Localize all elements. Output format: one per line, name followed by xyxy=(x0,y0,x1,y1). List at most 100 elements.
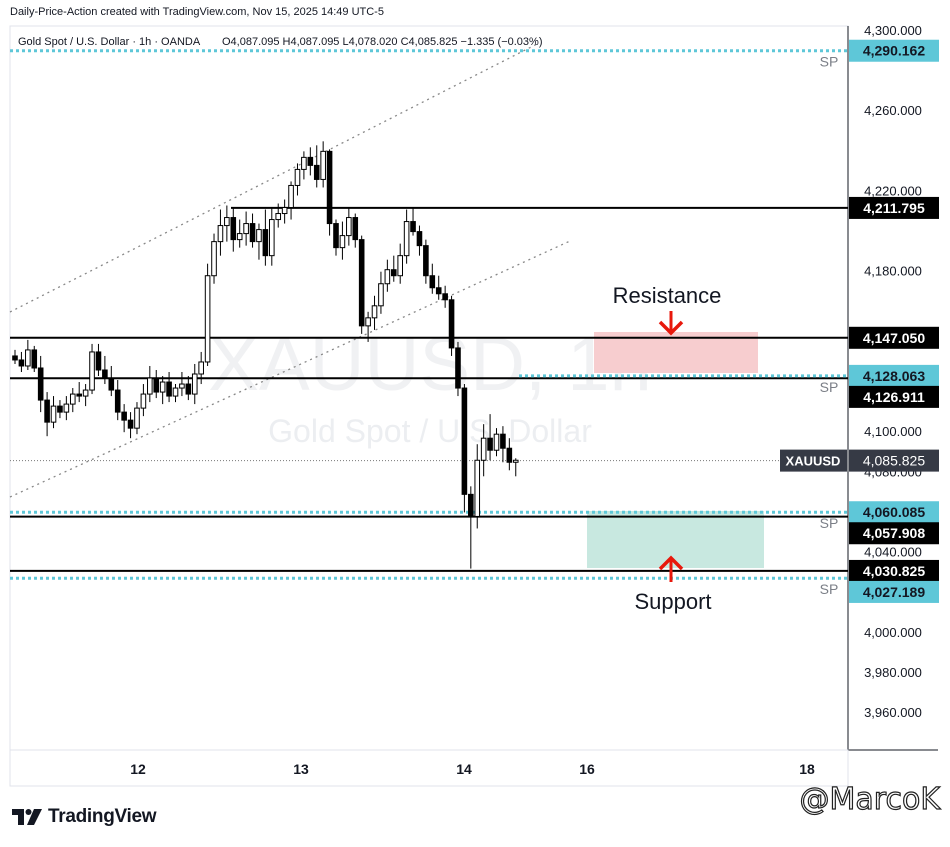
level-price-label: 4,030.825 xyxy=(863,563,925,579)
candle-body xyxy=(204,275,211,363)
candle-body xyxy=(153,377,160,393)
author-watermark: @MarcoK xyxy=(799,781,941,817)
symbol-tag: XAUUSD xyxy=(786,454,841,469)
candle-body xyxy=(448,299,455,349)
candle-body xyxy=(140,393,147,409)
price-labels-layer: 4,290.162 4,211.795 4,147.050 4,128.063 4,12… xyxy=(780,39,939,603)
sp-price-label: 4,027.189 xyxy=(863,584,925,600)
candle-body xyxy=(262,229,269,257)
candle-body xyxy=(442,293,448,301)
candle-body xyxy=(307,156,314,166)
sp-tag: SP xyxy=(820,515,839,531)
candle-body xyxy=(121,411,127,421)
candle-body xyxy=(269,219,275,257)
candle-body xyxy=(506,447,513,463)
resistance-label: Resistance xyxy=(613,283,722,308)
x-tick-label: 12 xyxy=(130,761,146,777)
candle-body xyxy=(294,168,301,186)
sp-tag: SP xyxy=(820,379,839,395)
support-zone xyxy=(587,511,764,568)
candle-body xyxy=(69,393,76,405)
candle-body xyxy=(25,349,31,367)
candle-body xyxy=(480,437,487,461)
candle-body xyxy=(320,150,326,180)
sp-price-label: 4,060.085 xyxy=(863,504,925,520)
watermark-name: Gold Spot / U.S. Dollar xyxy=(268,413,592,449)
candle-body xyxy=(256,229,262,243)
candle-body xyxy=(288,184,294,209)
candle-body xyxy=(230,217,237,241)
time-axis[interactable]: 12 13 14 16 18 xyxy=(130,761,815,777)
candle-body xyxy=(50,405,57,423)
watermark-ticker: XAUUSD, 1h xyxy=(208,322,652,407)
time-axis-frame xyxy=(9,749,849,787)
level-price-label-box xyxy=(849,559,939,582)
candle-body xyxy=(371,305,378,319)
candle-body xyxy=(487,437,493,451)
candle-body xyxy=(339,235,346,249)
level-price-label-box xyxy=(849,522,939,545)
symbol-legend: Gold Spot / U.S. Dollar · 1h · OANDA O4,… xyxy=(18,36,542,48)
candle-body xyxy=(76,393,83,397)
sp-tag: SP xyxy=(820,581,839,597)
candle-body xyxy=(134,407,140,429)
candle-body xyxy=(95,351,102,371)
candle-body xyxy=(57,405,63,413)
sp-tag: SP xyxy=(820,54,839,70)
candle-body xyxy=(108,377,115,391)
candle-body xyxy=(114,389,121,413)
candle-body xyxy=(275,213,282,221)
candle-body xyxy=(18,359,25,367)
candle-body xyxy=(166,381,172,397)
support-arrow-icon xyxy=(658,555,684,582)
symbol-tag-box xyxy=(780,449,847,472)
y-tick-label: 4,220.000 xyxy=(864,183,922,198)
candle-body xyxy=(12,355,18,361)
candle-body xyxy=(44,399,50,423)
candle-body xyxy=(365,317,371,327)
channel-lower-line xyxy=(9,240,571,498)
y-tick-label: 3,980.000 xyxy=(864,665,922,680)
y-tick-label: 3,960.000 xyxy=(864,705,922,720)
support-label: Support xyxy=(634,589,711,614)
candle-body xyxy=(512,459,519,463)
candle-body xyxy=(468,493,474,517)
candles-layer xyxy=(12,141,519,569)
candle-body xyxy=(474,459,481,517)
channel-upper-line xyxy=(9,43,538,313)
y-tick-label: 4,260.000 xyxy=(864,103,922,118)
candle-body xyxy=(31,349,38,369)
tradingview-logo-icon xyxy=(12,809,42,825)
candle-body xyxy=(390,269,397,277)
sp-price-label: 4,128.063 xyxy=(863,368,925,384)
price-axis[interactable]: 3,960.000 3,980.000 4,000.000 4,040.000 4,08… xyxy=(864,23,922,720)
level-price-label-box xyxy=(849,196,939,219)
y-tick-label: 4,100.000 xyxy=(864,424,922,439)
candle-body xyxy=(198,361,204,375)
candle-body xyxy=(217,225,224,243)
candle-body xyxy=(346,217,352,237)
candle-body xyxy=(358,239,365,327)
candle-body xyxy=(224,217,230,227)
candle-body xyxy=(185,383,192,395)
x-tick-label: 14 xyxy=(456,761,472,777)
x-tick-label: 16 xyxy=(579,761,595,777)
ohlc-values: O4,087.095 H4,087.095 L4,078.020 C4,085.… xyxy=(222,36,542,48)
level-price-label: 4,126.911 xyxy=(863,389,925,405)
candle-body xyxy=(191,373,198,395)
y-tick-label: 4,300.000 xyxy=(864,23,922,38)
candle-body xyxy=(455,347,461,389)
y-tick-label: 4,180.000 xyxy=(864,264,922,279)
level-price-label-box xyxy=(849,385,939,408)
level-price-label: 4,057.908 xyxy=(863,525,925,541)
candle-body xyxy=(89,351,95,391)
candle-body xyxy=(37,367,44,401)
candle-body xyxy=(435,287,442,295)
chart-credit: Daily-Price-Action created with TradingV… xyxy=(10,6,384,18)
candle-body xyxy=(236,233,243,241)
candle-body xyxy=(384,269,391,285)
level-price-label: 4,147.050 xyxy=(863,330,925,346)
sp-price-label: 4,290.162 xyxy=(863,43,925,59)
candle-body xyxy=(500,433,506,449)
